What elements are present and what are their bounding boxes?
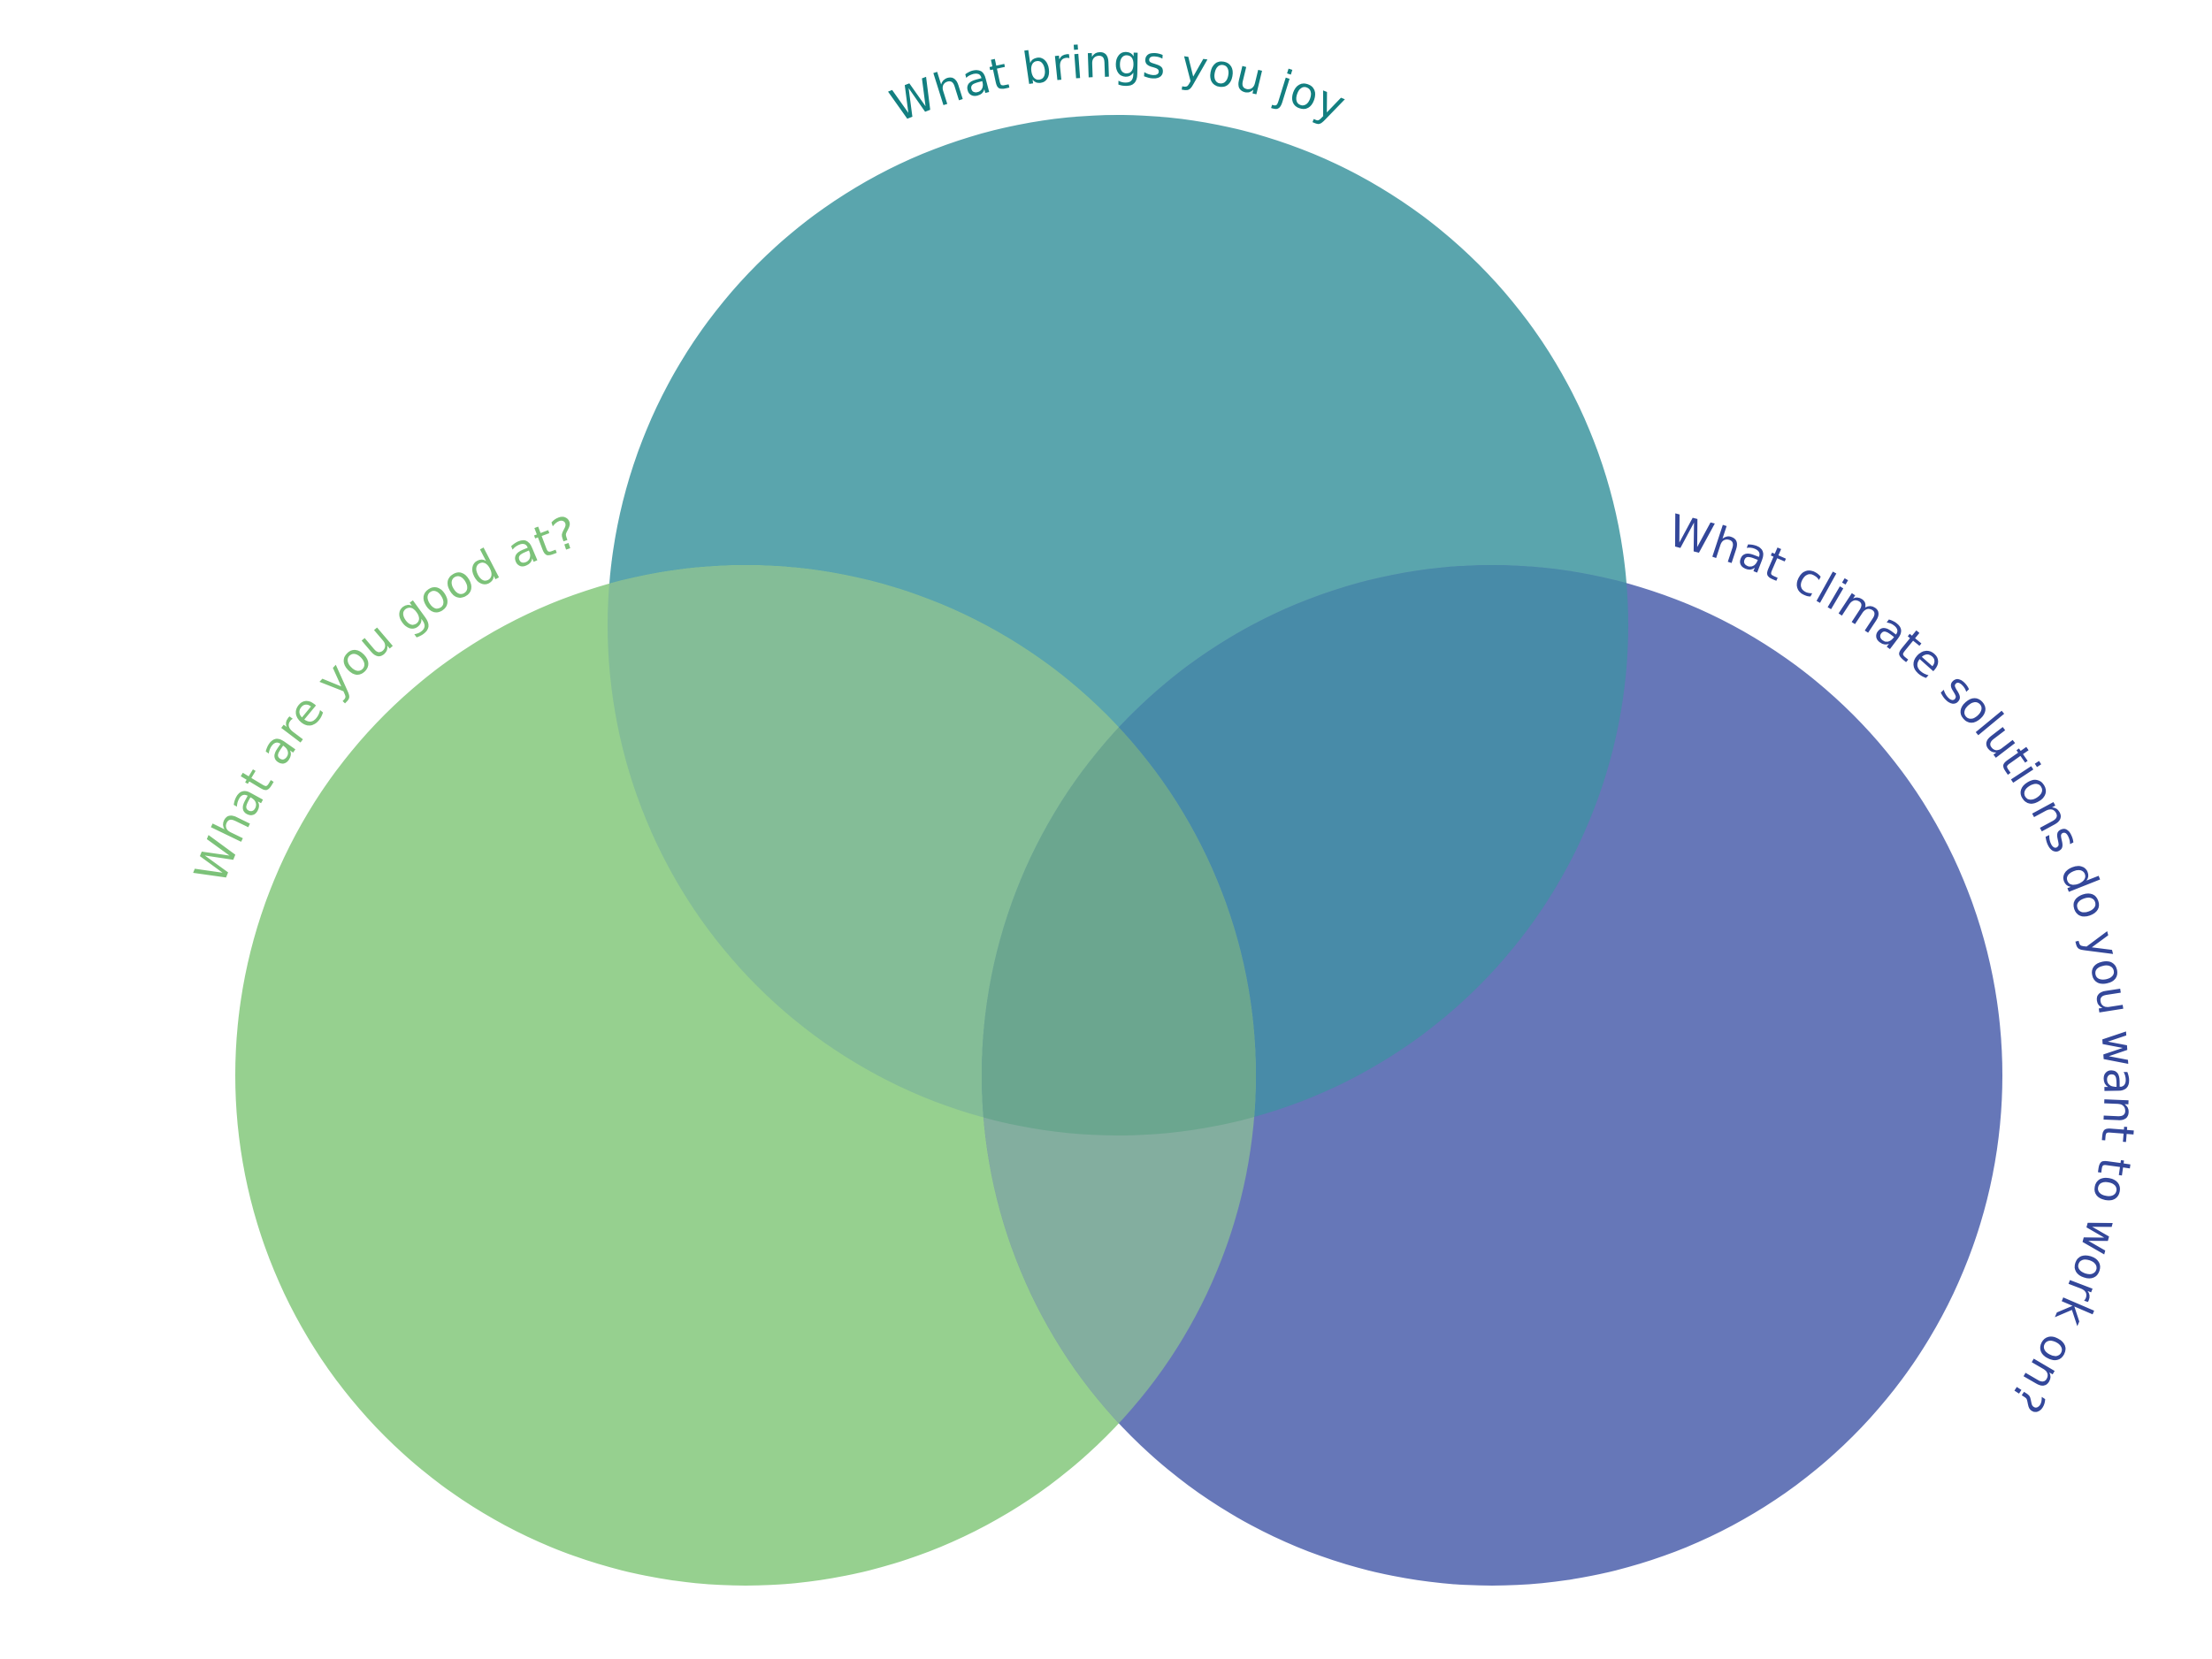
venn-diagram: What brings you joy What are you good at…	[185, 36, 2145, 1586]
